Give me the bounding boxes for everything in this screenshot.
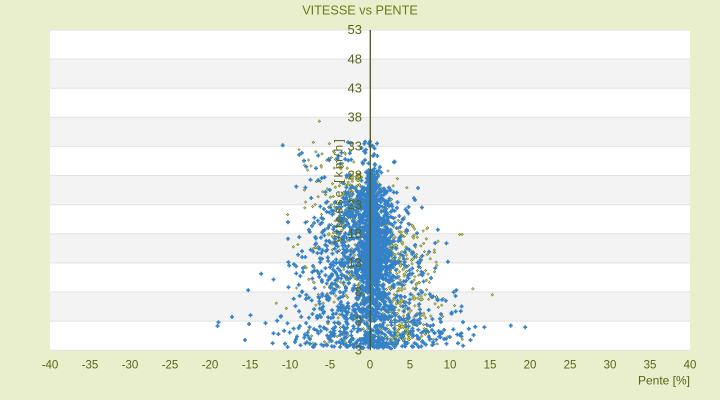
svg-text:43: 43 xyxy=(348,80,362,95)
svg-text:38: 38 xyxy=(348,110,362,125)
svg-text:3: 3 xyxy=(355,342,362,357)
svg-text:15: 15 xyxy=(484,359,497,371)
svg-text:48: 48 xyxy=(348,51,362,66)
svg-text:3: 3 xyxy=(355,313,362,328)
svg-text:VITESSE vs PENTE: VITESSE vs PENTE xyxy=(302,3,418,17)
svg-text:5: 5 xyxy=(407,359,413,371)
svg-text:8: 8 xyxy=(355,284,362,299)
svg-text:-20: -20 xyxy=(202,359,219,371)
svg-text:30: 30 xyxy=(604,359,617,371)
svg-text:28: 28 xyxy=(348,168,362,183)
svg-text:25: 25 xyxy=(564,359,577,371)
svg-text:23: 23 xyxy=(348,197,362,212)
svg-text:35: 35 xyxy=(644,359,657,371)
svg-text:Pente [%]: Pente [%] xyxy=(638,373,690,387)
svg-text:-40: -40 xyxy=(42,359,59,371)
svg-text:-30: -30 xyxy=(122,359,139,371)
svg-text:0: 0 xyxy=(367,359,373,371)
svg-text:13: 13 xyxy=(348,255,362,270)
svg-text:20: 20 xyxy=(524,359,537,371)
svg-text:10: 10 xyxy=(444,359,457,371)
svg-text:Vitesse [km/h]: Vitesse [km/h] xyxy=(332,137,346,243)
svg-text:40: 40 xyxy=(684,359,697,371)
svg-text:53: 53 xyxy=(348,22,362,37)
svg-text:33: 33 xyxy=(348,139,362,154)
svg-text:-10: -10 xyxy=(282,359,299,371)
svg-text:-25: -25 xyxy=(162,359,179,371)
svg-text:-35: -35 xyxy=(82,359,99,371)
svg-text:-15: -15 xyxy=(242,359,259,371)
svg-text:-5: -5 xyxy=(325,359,335,371)
svg-text:18: 18 xyxy=(348,226,362,241)
